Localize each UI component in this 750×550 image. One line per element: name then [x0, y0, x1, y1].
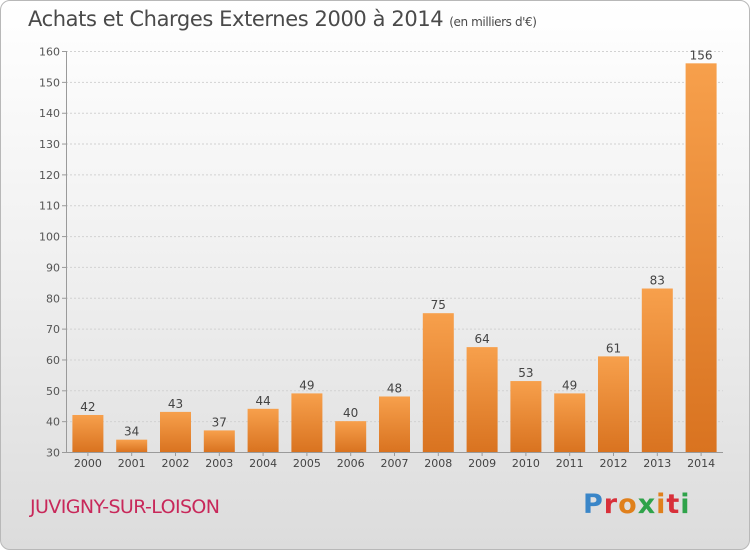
x-tick-label: 2012: [600, 457, 628, 470]
bar: [203, 430, 235, 452]
data-label: 40: [343, 406, 358, 420]
chart-unit-label: (en milliers d'€): [449, 15, 537, 29]
bar: [466, 347, 498, 452]
bar: [598, 356, 629, 452]
bar: [116, 439, 148, 452]
x-tick-label: 2002: [162, 457, 190, 470]
x-tick-label: 2007: [381, 457, 409, 470]
bar: [379, 396, 410, 452]
x-tick-label: 2011: [556, 457, 584, 470]
x-tick-label: 2005: [293, 457, 321, 470]
data-label: 48: [387, 381, 402, 395]
bar: [335, 421, 367, 452]
bar: [685, 63, 717, 452]
y-tick-label: 70: [46, 323, 60, 336]
bar: [510, 381, 542, 452]
chart-title-text: Achats et Charges Externes 2000 à 2014: [28, 7, 444, 31]
data-label: 44: [255, 394, 270, 408]
y-tick-label: 140: [39, 107, 60, 120]
data-label: 61: [606, 341, 621, 355]
x-tick-label: 2009: [468, 457, 496, 470]
data-label: 42: [80, 400, 95, 414]
x-tick-label: 2001: [118, 457, 146, 470]
bar: [291, 393, 323, 452]
y-tick-label: 30: [46, 447, 60, 460]
x-tick-label: 2004: [249, 457, 277, 470]
y-tick-label: 100: [39, 231, 60, 244]
data-label: 43: [168, 397, 183, 411]
x-tick-label: 2013: [643, 457, 671, 470]
x-tick-label: 2006: [337, 457, 365, 470]
x-tick-label: 2010: [512, 457, 540, 470]
data-label: 49: [562, 378, 577, 392]
x-tick-label: 2000: [74, 457, 102, 470]
bar: [554, 393, 586, 452]
data-label: 49: [299, 378, 314, 392]
data-label: 83: [650, 274, 665, 288]
bar: [160, 411, 191, 452]
y-tick-label: 160: [39, 46, 60, 59]
data-label: 37: [212, 415, 227, 429]
y-tick-label: 120: [39, 169, 60, 182]
y-tick-label: 60: [46, 354, 60, 367]
bar: [641, 288, 673, 452]
y-tick-label: 80: [46, 292, 60, 305]
data-label: 75: [431, 298, 446, 312]
y-tick-label: 150: [39, 76, 60, 89]
bar: [247, 408, 279, 452]
data-label: 64: [474, 332, 489, 346]
commune-name: JUVIGNY-SUR-LOISON: [30, 496, 220, 518]
x-tick-label: 2008: [424, 457, 452, 470]
y-tick-label: 130: [39, 138, 60, 151]
proxiti-logo: Proxiti: [583, 489, 691, 520]
y-tick-label: 90: [46, 261, 60, 274]
bar: [72, 414, 104, 452]
bar: [422, 313, 454, 452]
data-label: 156: [690, 48, 713, 62]
x-tick-label: 2014: [687, 457, 715, 470]
y-tick-label: 50: [46, 385, 60, 398]
data-label: 53: [518, 366, 533, 380]
y-tick-label: 110: [39, 200, 60, 213]
data-label: 34: [124, 425, 139, 439]
chart-title: Achats et Charges Externes 2000 à 2014 (e…: [28, 7, 537, 31]
y-tick-label: 40: [46, 416, 60, 429]
x-tick-label: 2003: [205, 457, 233, 470]
